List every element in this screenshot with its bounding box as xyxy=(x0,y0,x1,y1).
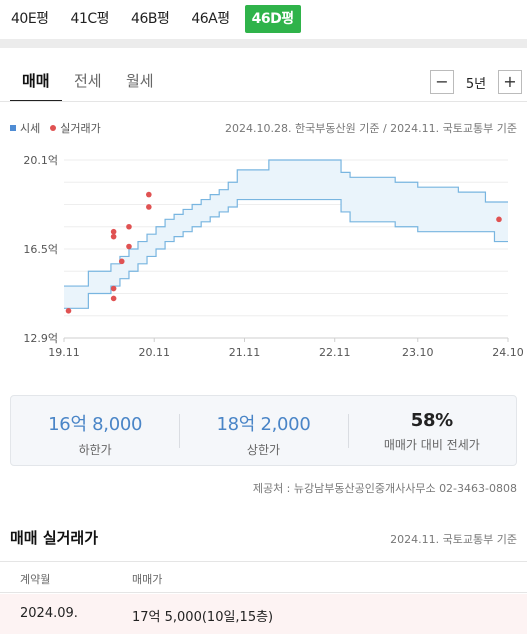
size-tab-46b[interactable]: 46B평 xyxy=(131,11,170,27)
x-tick-label: 23.10 xyxy=(402,346,434,359)
actual-price-point xyxy=(126,243,132,250)
actual-price-point xyxy=(126,223,132,230)
legend-actual-price: 실거래가 xyxy=(60,122,101,135)
y-tick-label: 20.1억 xyxy=(23,154,58,167)
column-sale-price: 매매가 xyxy=(132,573,163,586)
size-tab-40e[interactable]: 40E평 xyxy=(11,11,49,27)
x-tick-label: 19.11 xyxy=(48,346,80,359)
transactions-source-note: 2024.11. 국토교통부 기준 xyxy=(390,533,517,546)
size-tab-41c[interactable]: 41C평 xyxy=(70,11,110,27)
row-contract-month: 2024.09. xyxy=(20,606,78,621)
table-row[interactable]: 2024.09. 17억 5,000(10일,15층) xyxy=(0,594,527,634)
lower-price-summary: 16억 8,000 하한가 xyxy=(11,396,179,465)
x-tick-label: 21.11 xyxy=(229,346,261,359)
lower-price-label: 하한가 xyxy=(78,443,112,457)
x-tick-label: 24.10 xyxy=(492,346,524,359)
upper-price-label: 상한가 xyxy=(246,443,281,457)
transactions-title: 매매 실거래가 xyxy=(10,529,99,547)
size-tab-46a[interactable]: 46A평 xyxy=(191,11,230,27)
actual-price-point xyxy=(146,191,152,198)
row-sale-price: 17억 5,000(10일,15층) xyxy=(132,610,274,625)
period-decrease-button[interactable]: − xyxy=(430,70,454,94)
lower-price-line xyxy=(64,198,508,309)
transactions-table-header: 계약월 매매가 xyxy=(0,561,527,593)
period-increase-button[interactable]: + xyxy=(498,70,522,94)
x-tick-label: 22.11 xyxy=(319,346,351,359)
market-price-legend-icon xyxy=(10,125,16,131)
deal-type-tabs: 매매 전세 월세 xyxy=(0,58,527,102)
chart-source-note: 2024.10.28. 한국부동산원 기준 / 2024.11. 국토교통부 기… xyxy=(225,122,517,135)
chart-legend: 시세 실거래가 xyxy=(10,120,101,136)
size-tabs: 40E평 41C평 46B평 46A평 46D평 xyxy=(0,0,527,38)
actual-price-point xyxy=(65,308,72,314)
y-tick-label: 16.5억 xyxy=(23,243,58,256)
y-tick-label: 12.9억 xyxy=(23,332,58,345)
price-summary-box: 16억 8,000 하한가 18억 2,000 상한가 58% 매매가 대비 전… xyxy=(10,395,517,466)
actual-price-point xyxy=(146,204,152,210)
x-tick-label: 20.11 xyxy=(138,346,170,359)
actual-price-point xyxy=(110,285,117,292)
legend-market-price: 시세 xyxy=(20,122,41,135)
price-band-area xyxy=(64,160,508,309)
size-tab-46d[interactable]: 46D평 xyxy=(244,5,301,33)
column-contract-month: 계약월 xyxy=(20,573,51,586)
actual-price-point xyxy=(110,228,117,235)
section-divider xyxy=(0,39,527,48)
upper-price-summary: 18억 2,000 상한가 xyxy=(179,396,347,465)
actual-price-point xyxy=(496,216,502,223)
upper-price-value: 18억 2,000 xyxy=(216,414,311,435)
jeonse-ratio-value: 58% xyxy=(410,410,453,431)
tabs-divider xyxy=(0,101,527,102)
actual-price-legend-icon xyxy=(50,125,57,131)
tab-jeonse[interactable]: 전세 xyxy=(74,72,102,90)
tab-sale[interactable]: 매매 xyxy=(22,72,50,90)
period-stepper: − 5년 + xyxy=(430,69,522,95)
actual-price-point xyxy=(110,295,117,302)
data-provider-note: 제공처 : 뉴강남부동산공인중개사사무소 02-3463-0808 xyxy=(252,482,517,495)
upper-price-line xyxy=(64,159,508,287)
jeonse-ratio-summary: 58% 매매가 대비 전세가 xyxy=(347,396,516,465)
tab-monthly-rent[interactable]: 월세 xyxy=(126,72,154,90)
jeonse-ratio-label: 매매가 대비 전세가 xyxy=(383,438,480,452)
actual-price-point xyxy=(110,233,117,240)
period-label: 5년 xyxy=(465,76,487,92)
actual-price-point xyxy=(118,258,125,265)
lower-price-value: 16억 8,000 xyxy=(48,414,143,435)
